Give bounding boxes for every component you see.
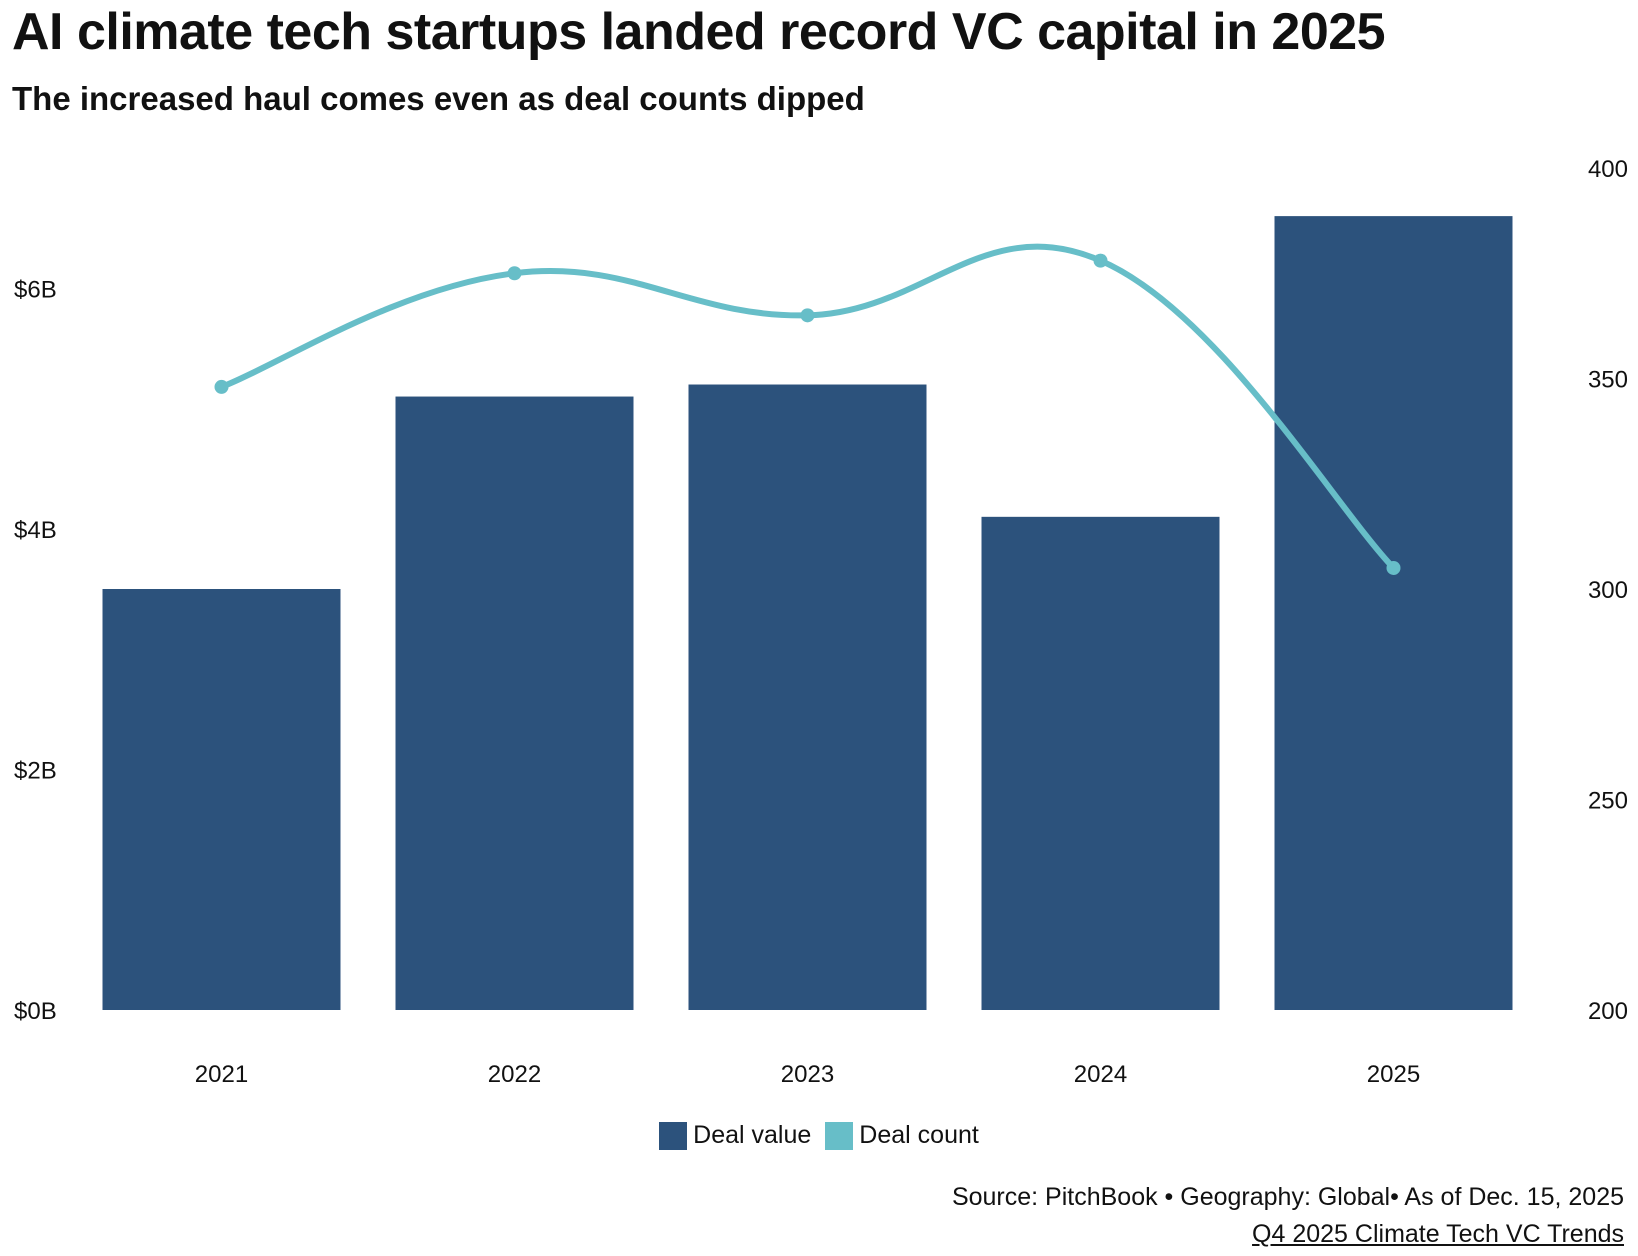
x-tick-label: 2023 bbox=[781, 1061, 834, 1088]
right-tick-label: 300 bbox=[1588, 577, 1628, 604]
bar-2024 bbox=[981, 516, 1220, 1010]
bar-2021 bbox=[102, 589, 341, 1010]
legend-item-deal-value: Deal value bbox=[659, 1121, 811, 1150]
left-tick-label: $2B bbox=[14, 757, 57, 784]
deal-count-point-2025 bbox=[1386, 560, 1401, 575]
deal-count-point-2024 bbox=[1093, 253, 1108, 268]
source-note: Source: PitchBook • Geography: Global• A… bbox=[951, 1183, 1624, 1211]
chart-title: AI climate tech startups landed record V… bbox=[12, 3, 1386, 61]
right-axis: 200 250 300 350 400 bbox=[1588, 156, 1628, 1025]
legend-label-deal-value: Deal value bbox=[693, 1121, 812, 1149]
legend-label-deal-count: Deal count bbox=[859, 1121, 979, 1149]
x-axis: 2021 2022 2023 2024 2025 bbox=[195, 1061, 1420, 1088]
legend-swatch-deal-value bbox=[659, 1121, 688, 1150]
report-link[interactable]: Q4 2025 Climate Tech VC Trends bbox=[1252, 1220, 1624, 1248]
right-tick-label: 250 bbox=[1588, 788, 1628, 815]
left-axis: $0B $2B $4B $6B bbox=[14, 276, 57, 1025]
x-tick-label: 2021 bbox=[195, 1061, 248, 1088]
x-tick-label: 2024 bbox=[1074, 1061, 1127, 1088]
left-tick-label: $0B bbox=[14, 998, 57, 1025]
deal-count-point-2021 bbox=[214, 379, 229, 394]
deal-count-point-2023 bbox=[800, 308, 815, 323]
legend: Deal value Deal count bbox=[0, 1121, 1638, 1150]
deal-count-point-2022 bbox=[507, 266, 522, 281]
deal-count-line-layer bbox=[214, 243, 1401, 575]
right-tick-label: 350 bbox=[1588, 367, 1628, 394]
right-tick-label: 400 bbox=[1588, 156, 1628, 183]
x-tick-label: 2022 bbox=[488, 1061, 541, 1088]
bar-2023 bbox=[688, 384, 927, 1010]
left-tick-label: $4B bbox=[14, 517, 57, 544]
bar-2025 bbox=[1274, 216, 1513, 1011]
deal-count-line bbox=[218, 243, 1397, 571]
right-tick-label: 200 bbox=[1588, 998, 1628, 1025]
legend-swatch-deal-count bbox=[825, 1121, 854, 1150]
deal-value-bars bbox=[102, 216, 1513, 1011]
left-tick-label: $6B bbox=[14, 276, 57, 303]
x-tick-label: 2025 bbox=[1367, 1061, 1420, 1088]
legend-item-deal-count: Deal count bbox=[825, 1121, 979, 1150]
bar-2022 bbox=[395, 396, 634, 1010]
chart-subtitle: The increased haul comes even as deal co… bbox=[12, 80, 865, 117]
